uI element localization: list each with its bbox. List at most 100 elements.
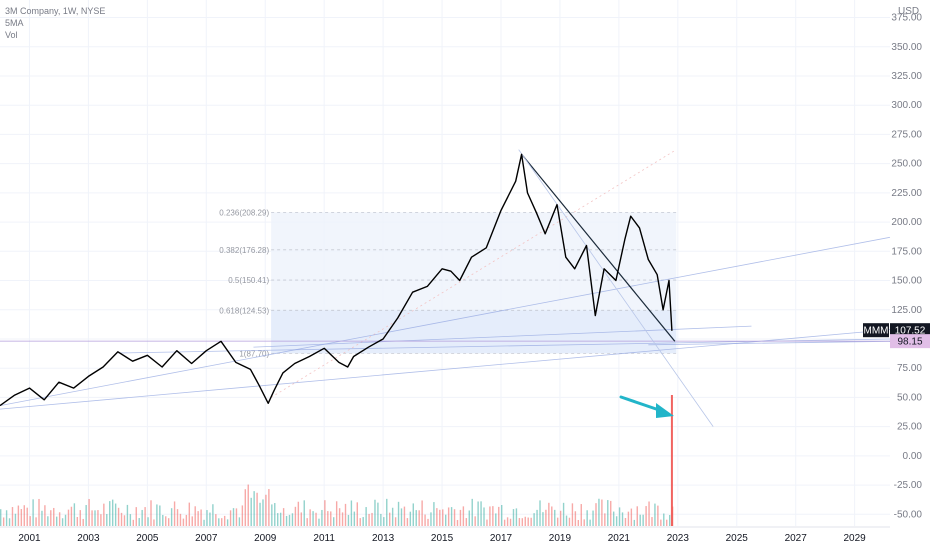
y-tick-label: 325.00: [891, 71, 922, 82]
volume-bar: [350, 500, 353, 526]
volume-bar: [29, 516, 31, 526]
fib-diagonal: [270, 149, 677, 398]
volume-bar: [315, 512, 317, 526]
y-tick-label: 250.00: [891, 159, 922, 170]
volume-bar: [400, 508, 403, 526]
volume-bar: [223, 515, 226, 526]
volume-bar: [624, 517, 627, 526]
volume-bar: [288, 514, 291, 526]
volume-bar: [554, 509, 556, 526]
volume-bar: [318, 518, 320, 526]
volume-bar: [50, 510, 52, 526]
volume-bar: [512, 509, 515, 526]
volume-bar: [368, 513, 370, 526]
y-tick-label: 75.00: [897, 363, 922, 374]
arrow-shaft: [619, 395, 664, 413]
volume-bar: [232, 508, 235, 526]
volume-bar: [412, 503, 414, 526]
volume-bar: [589, 519, 591, 526]
volume-bar: [64, 514, 67, 526]
volume-bar: [453, 509, 456, 526]
volume-bar: [654, 503, 656, 526]
volume-bar: [206, 510, 208, 526]
volume-bar: [612, 511, 615, 526]
volume-bar: [503, 519, 506, 526]
volume-bar: [262, 499, 264, 526]
volume-bar: [521, 518, 524, 526]
volume-bar: [498, 506, 500, 526]
support-trendline: [0, 236, 891, 406]
chart-legend: 3M Company, 1W, NYSE 5MA Vol: [5, 5, 105, 41]
volume-bar: [279, 512, 282, 526]
volume-bar: [415, 510, 417, 526]
volume-bar: [595, 503, 597, 526]
volume-bar: [492, 506, 494, 526]
volume-bar: [109, 501, 111, 526]
volume-bar: [321, 509, 323, 526]
volume-bar: [179, 513, 182, 526]
volume-bar: [44, 505, 46, 526]
volume-bar: [135, 507, 137, 526]
volume-bar: [527, 517, 529, 526]
volume-bar: [486, 519, 488, 526]
volume-bar: [203, 519, 205, 526]
volume-bar: [374, 499, 376, 526]
volume-bar: [191, 516, 193, 526]
volume-bar: [256, 492, 258, 526]
volume-bar: [386, 498, 388, 526]
x-tick-label: 2019: [549, 533, 572, 544]
volume-bar: [188, 502, 191, 526]
y-tick-label: -25.00: [894, 480, 923, 491]
down-trendline: [521, 153, 676, 342]
volume-bar: [70, 506, 73, 526]
volume-bar: [100, 514, 102, 526]
volume-bar: [79, 510, 81, 526]
volume-bar: [5, 510, 8, 526]
y-tick-label: 275.00: [891, 129, 922, 140]
level-badge: [890, 334, 930, 349]
x-tick-label: 2027: [785, 533, 808, 544]
volume-bar: [215, 514, 217, 526]
fib-level-label: 0.236(208.29): [219, 208, 269, 217]
volume-bar: [427, 518, 429, 526]
volume-bar: [58, 512, 61, 526]
volume-bar: [615, 516, 618, 526]
arrow-head: [656, 403, 674, 418]
volume-bar: [8, 518, 11, 526]
volume-bar: [229, 510, 232, 526]
volume-bar: [551, 506, 553, 526]
volume-bar: [645, 506, 647, 526]
volume-bar: [636, 506, 638, 526]
volume-bar: [67, 509, 70, 526]
volume-bar: [657, 505, 659, 526]
legend-title: 3M Company, 1W, NYSE: [5, 6, 106, 16]
volume-bar: [165, 516, 167, 526]
support-trendline: [648, 340, 891, 346]
volume-bar: [35, 517, 37, 526]
volume-bar: [117, 507, 120, 526]
volume-bar: [94, 510, 96, 526]
y-tick-label: 50.00: [897, 392, 922, 403]
volume-bar: [14, 513, 17, 526]
volume-bar: [633, 519, 636, 526]
volume-bar: [167, 518, 170, 526]
volume-bar: [433, 502, 435, 526]
volume-bar: [380, 513, 382, 526]
volume-bar: [241, 505, 244, 526]
fib-level-label: 0.382(176.28): [219, 246, 269, 255]
level-badge-text: 98.15: [897, 337, 922, 348]
volume-bar: [91, 510, 93, 526]
volume-bar: [61, 518, 64, 526]
volume-bar: [539, 500, 541, 526]
volume-bar: [26, 507, 28, 526]
volume-bar: [138, 518, 140, 526]
x-tick-label: 2009: [254, 533, 277, 544]
volume-bar: [353, 511, 356, 526]
symbol-badge: [863, 323, 889, 338]
fib-level-label: 1(87.70): [239, 349, 269, 358]
volume-bar: [53, 507, 55, 526]
volume-bar: [32, 499, 34, 526]
fib-level-label: 0.618(124.53): [219, 306, 269, 315]
